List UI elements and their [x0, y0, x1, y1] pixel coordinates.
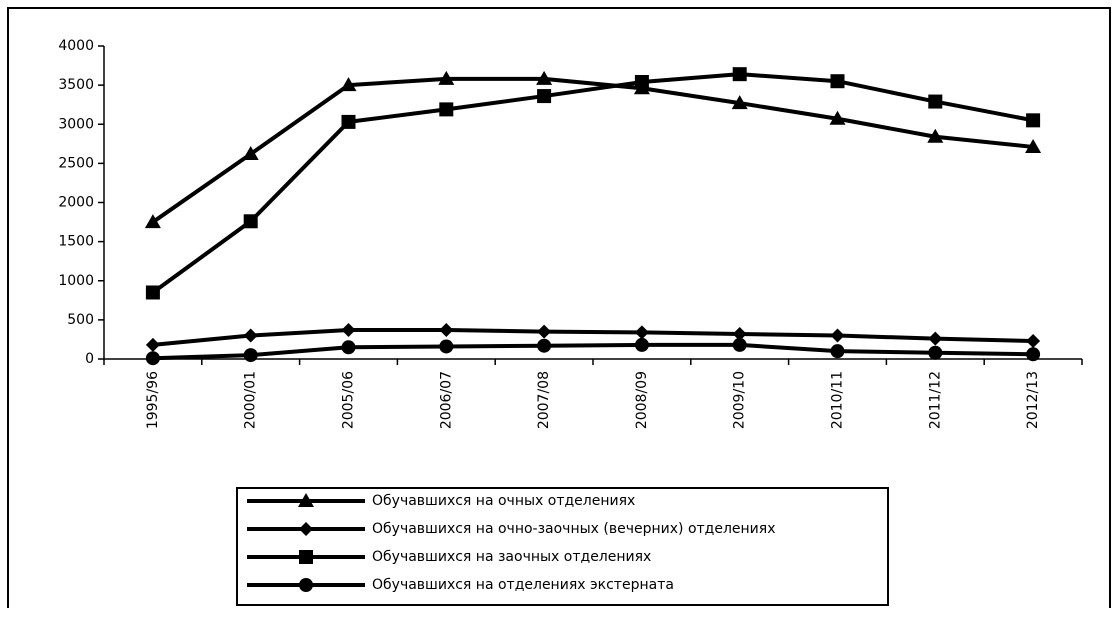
chart-frame	[7, 7, 1111, 608]
y-tick-label: 500	[67, 312, 94, 328]
y-tick-label: 3000	[58, 116, 94, 132]
x-tick-label: 2008/09	[634, 371, 650, 429]
marker	[634, 325, 649, 340]
x-tick-label: 1995/96	[145, 371, 161, 429]
y-tick-label: 1000	[58, 273, 94, 289]
marker	[243, 214, 258, 229]
marker	[634, 74, 649, 89]
y-tick-label: 3500	[58, 77, 94, 93]
marker	[242, 145, 259, 160]
y-tick-label: 2500	[58, 155, 94, 171]
marker	[928, 345, 943, 360]
marker	[438, 70, 455, 85]
marker	[928, 94, 943, 109]
series-line	[151, 72, 1034, 295]
series-line	[152, 328, 1034, 347]
x-tick-label: 2006/07	[438, 371, 454, 429]
marker	[732, 326, 747, 341]
marker	[830, 344, 845, 359]
marker	[732, 67, 747, 82]
marker	[145, 337, 160, 352]
marker	[829, 110, 846, 125]
y-tick-label: 1500	[58, 234, 94, 250]
marker	[731, 95, 748, 110]
legend-label: Обучавшихся на очных отделениях	[372, 493, 635, 509]
series-line	[152, 342, 1034, 361]
marker	[537, 89, 552, 104]
y-tick-label: 4000	[58, 38, 94, 54]
legend-label: Обучавшихся на заочных отделениях	[372, 549, 651, 565]
series-line	[151, 76, 1034, 224]
x-tick-label: 2009/10	[732, 371, 748, 429]
x-tick-label: 2000/01	[243, 371, 259, 429]
marker	[340, 77, 357, 92]
legend-label: Обучавшихся на отделениях экстерната	[372, 577, 674, 593]
x-tick-label: 2011/12	[927, 371, 943, 429]
x-tick-label: 2010/11	[830, 371, 846, 429]
marker	[439, 102, 454, 117]
marker	[145, 351, 160, 366]
marker	[537, 324, 552, 339]
x-tick-label: 2007/08	[536, 371, 552, 429]
marker	[634, 337, 649, 352]
marker	[439, 323, 454, 338]
marker	[928, 331, 943, 346]
legend-marker	[299, 522, 313, 536]
marker	[1026, 347, 1041, 362]
marker	[1025, 138, 1042, 153]
y-tick-label: 2000	[58, 195, 94, 211]
legend-marker	[298, 493, 314, 507]
marker	[145, 285, 160, 300]
marker	[341, 114, 356, 129]
legend-label: Обучавшихся на очно-заочных (вечерних) о…	[372, 521, 775, 537]
marker	[732, 337, 747, 352]
marker	[927, 128, 944, 143]
marker	[830, 74, 845, 89]
marker	[243, 348, 258, 363]
x-tick-label: 2005/06	[341, 371, 357, 429]
marker	[536, 70, 553, 85]
x-tick-label: 2012/13	[1025, 371, 1041, 429]
marker	[341, 340, 356, 355]
legend-marker	[299, 578, 313, 592]
marker	[1026, 334, 1041, 349]
marker	[439, 339, 454, 354]
marker	[341, 323, 356, 338]
legend-marker	[299, 550, 313, 564]
marker	[243, 328, 258, 343]
y-tick-label: 0	[85, 351, 94, 367]
marker	[537, 338, 552, 353]
marker	[144, 214, 161, 229]
marker	[1026, 113, 1041, 128]
marker	[830, 328, 845, 343]
